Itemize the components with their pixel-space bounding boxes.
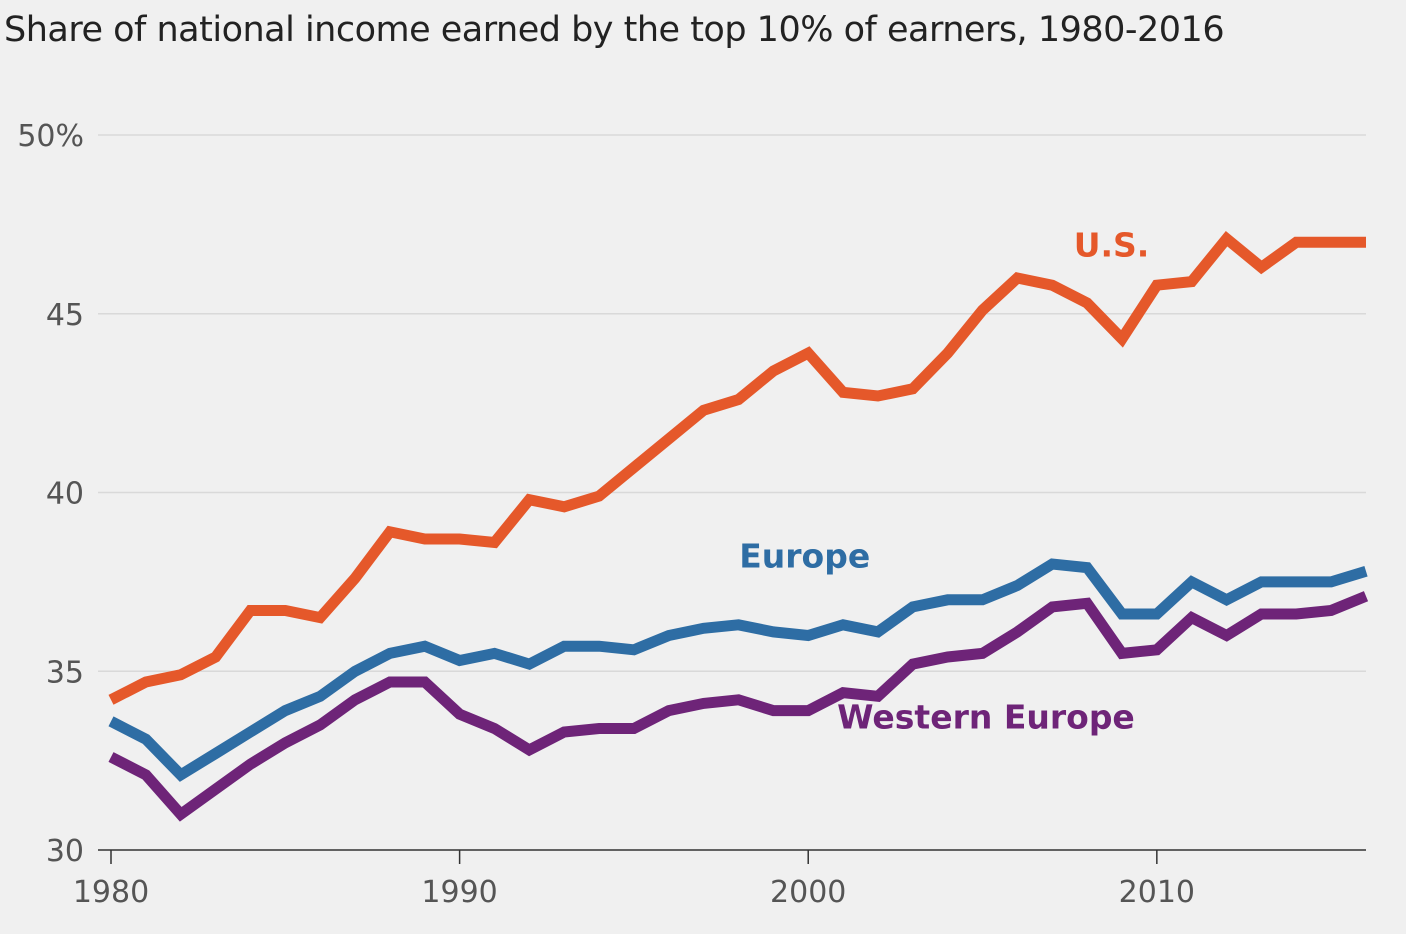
y-tick-label-30: 30	[46, 834, 84, 869]
y-tick-label-50: 50%	[17, 119, 84, 154]
x-tick-label-1990: 1990	[421, 875, 497, 910]
series-label-western-europe: Western Europe	[837, 697, 1135, 736]
series-line-western-europe	[108, 591, 1369, 822]
series-label-europe: Europe	[739, 537, 870, 576]
y-axis-tick-labels: 50% 45 40 35 30	[17, 119, 84, 869]
x-tick-label-2000: 2000	[770, 875, 846, 910]
x-axis-tick-labels: 1980 1990 2000 2010	[73, 875, 1195, 910]
x-tick-label-1980: 1980	[73, 875, 149, 910]
series-lines	[108, 230, 1369, 822]
series-label-u-s: U.S.	[1074, 226, 1150, 265]
series-line-u-s	[108, 230, 1366, 705]
series-line-europe	[108, 558, 1368, 782]
x-tick-label-2010: 2010	[1119, 875, 1195, 910]
chart-title: Share of national income earned by the t…	[4, 10, 1225, 50]
series-labels: U.S. Europe Western Europe	[739, 226, 1149, 737]
x-axis	[98, 849, 1366, 864]
grid-lines	[98, 134, 1366, 672]
y-tick-label-35: 35	[46, 655, 84, 690]
y-tick-label-45: 45	[46, 298, 84, 333]
y-tick-label-40: 40	[46, 477, 84, 512]
